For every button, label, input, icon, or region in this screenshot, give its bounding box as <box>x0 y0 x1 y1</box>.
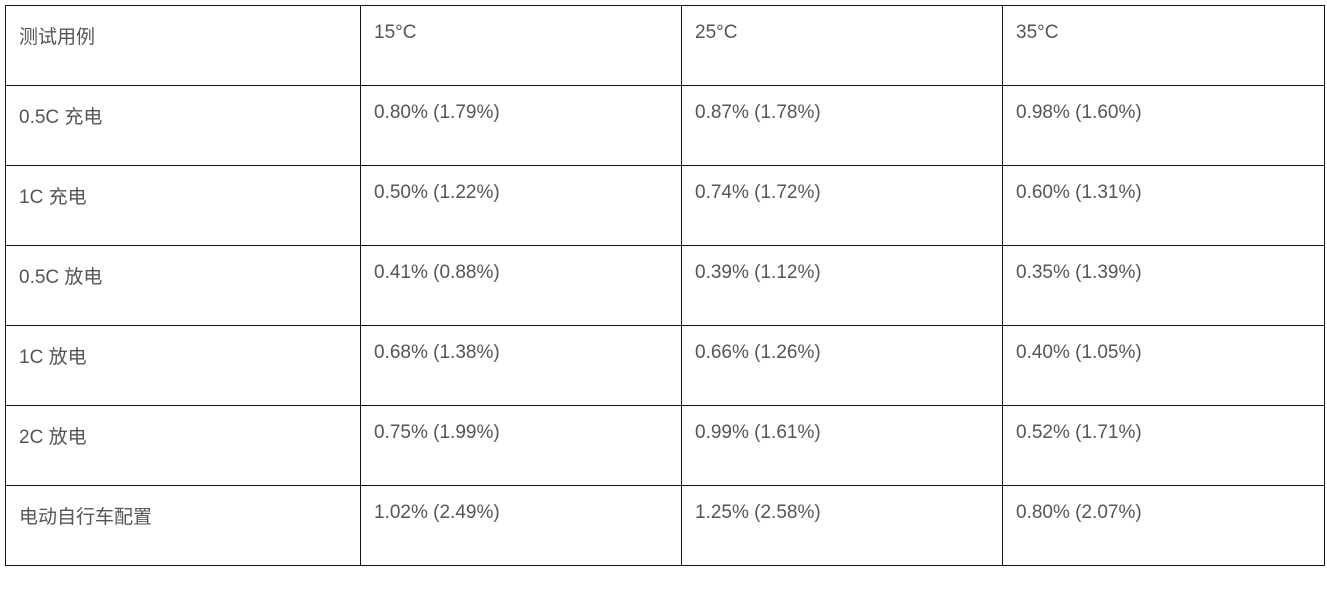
value-cell: 0.60% (1.31%) <box>1002 165 1325 246</box>
value-cell: 0.41% (0.88%) <box>360 245 682 326</box>
value-cell: 1.25% (2.58%) <box>681 485 1003 566</box>
test-case-cell: 1C 放电 <box>5 325 361 406</box>
value-cell: 0.39% (1.12%) <box>681 245 1003 326</box>
value-cell: 0.75% (1.99%) <box>360 405 682 486</box>
results-table: 测试用例 15°C 25°C 35°C 0.5C 充电 0.80% (1.79%) 0.87… <box>5 5 1325 566</box>
value-cell: 0.66% (1.26%) <box>681 325 1003 406</box>
table-row: 1C 充电 0.50% (1.22%) 0.74% (1.72%) 0.60% (1.… <box>5 165 1325 246</box>
value-cell: 0.80% (2.07%) <box>1002 485 1325 566</box>
value-cell: 0.40% (1.05%) <box>1002 325 1325 406</box>
value-cell: 0.98% (1.60%) <box>1002 85 1325 166</box>
header-test-case: 测试用例 <box>5 5 361 86</box>
value-cell: 0.68% (1.38%) <box>360 325 682 406</box>
table-row: 1C 放电 0.68% (1.38%) 0.66% (1.26%) 0.40% (1.… <box>5 325 1325 406</box>
value-cell: 0.87% (1.78%) <box>681 85 1003 166</box>
table-row: 2C 放电 0.75% (1.99%) 0.99% (1.61%) 0.52% (1.… <box>5 405 1325 486</box>
value-cell: 0.35% (1.39%) <box>1002 245 1325 326</box>
header-temperature: 15°C <box>360 5 682 86</box>
header-temperature: 35°C <box>1002 5 1325 86</box>
value-cell: 1.02% (2.49%) <box>360 485 682 566</box>
table-row: 0.5C 充电 0.80% (1.79%) 0.87% (1.78%) 0.98% (… <box>5 85 1325 166</box>
value-cell: 0.74% (1.72%) <box>681 165 1003 246</box>
table-row: 0.5C 放电 0.41% (0.88%) 0.39% (1.12%) 0.35% (… <box>5 245 1325 326</box>
test-case-cell: 0.5C 放电 <box>5 245 361 326</box>
value-cell: 0.80% (1.79%) <box>360 85 682 166</box>
value-cell: 0.50% (1.22%) <box>360 165 682 246</box>
header-row: 测试用例 15°C 25°C 35°C <box>5 5 1325 86</box>
test-case-cell: 2C 放电 <box>5 405 361 486</box>
test-case-cell: 1C 充电 <box>5 165 361 246</box>
header-temperature: 25°C <box>681 5 1003 86</box>
value-cell: 0.99% (1.61%) <box>681 405 1003 486</box>
table-row: 电动自行车配置 1.02% (2.49%) 1.25% (2.58%) 0.80% (… <box>5 485 1325 566</box>
test-case-cell: 0.5C 充电 <box>5 85 361 166</box>
value-cell: 0.52% (1.71%) <box>1002 405 1325 486</box>
test-case-cell: 电动自行车配置 <box>5 485 361 566</box>
